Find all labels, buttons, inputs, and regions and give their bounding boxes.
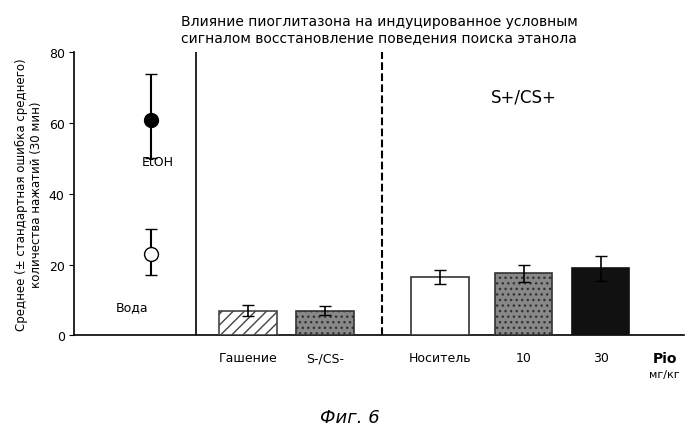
Text: 30: 30 <box>593 352 609 365</box>
Text: Pio: Pio <box>652 352 677 365</box>
Text: EtOH: EtOH <box>142 156 174 169</box>
Bar <box>572 269 630 336</box>
Title: Влияние пиоглитазона на индуцированное условным
сигналом восстановление поведени: Влияние пиоглитазона на индуцированное у… <box>181 15 577 45</box>
Y-axis label: Среднее (± стандартная ошибка среднего)
количества нажатий (30 мин): Среднее (± стандартная ошибка среднего) … <box>15 58 43 330</box>
Text: Вода: Вода <box>116 300 149 313</box>
Bar <box>411 277 469 336</box>
Text: 10: 10 <box>516 352 531 365</box>
Bar <box>219 311 277 336</box>
Bar <box>296 311 354 336</box>
Text: S+/CS+: S+/CS+ <box>491 89 556 107</box>
Text: S-/CS-: S-/CS- <box>305 352 344 365</box>
Text: Гашение: Гашение <box>218 352 277 365</box>
Text: Фиг. 6: Фиг. 6 <box>319 408 380 426</box>
Text: Носитель: Носитель <box>409 352 471 365</box>
Bar <box>495 274 552 336</box>
Text: мг/кг: мг/кг <box>649 369 680 379</box>
